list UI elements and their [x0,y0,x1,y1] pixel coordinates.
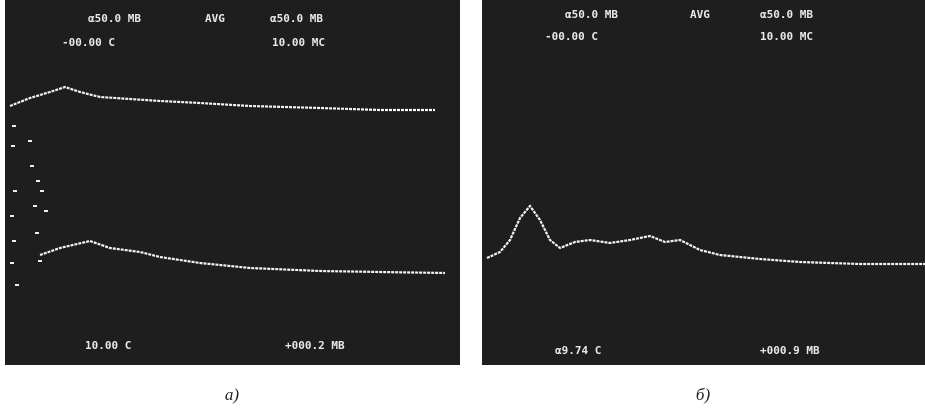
readout: AVG [205,12,225,25]
caption: а) [225,385,240,404]
readout: AVG [690,8,710,21]
figure: α50.0 MB AVG α50.0 MB -00.00 C 10.00 MC … [0,0,925,410]
screen-b [482,0,925,365]
readout: 10.00 C [85,339,131,352]
readout: α50.0 MB [88,12,141,25]
readout: -00.00 C [545,30,598,43]
caption: б) [696,385,711,404]
readout: 10.00 MC [272,36,325,49]
screen-a [5,0,460,365]
readout: +000.2 MB [285,339,345,352]
readout: α50.0 MB [270,12,323,25]
readout: α9.74 C [555,344,601,357]
readout: α50.0 MB [760,8,813,21]
readout: +000.9 MB [760,344,820,357]
readout: -00.00 C [62,36,115,49]
readout: α50.0 MB [565,8,618,21]
readout: 10.00 MC [760,30,813,43]
